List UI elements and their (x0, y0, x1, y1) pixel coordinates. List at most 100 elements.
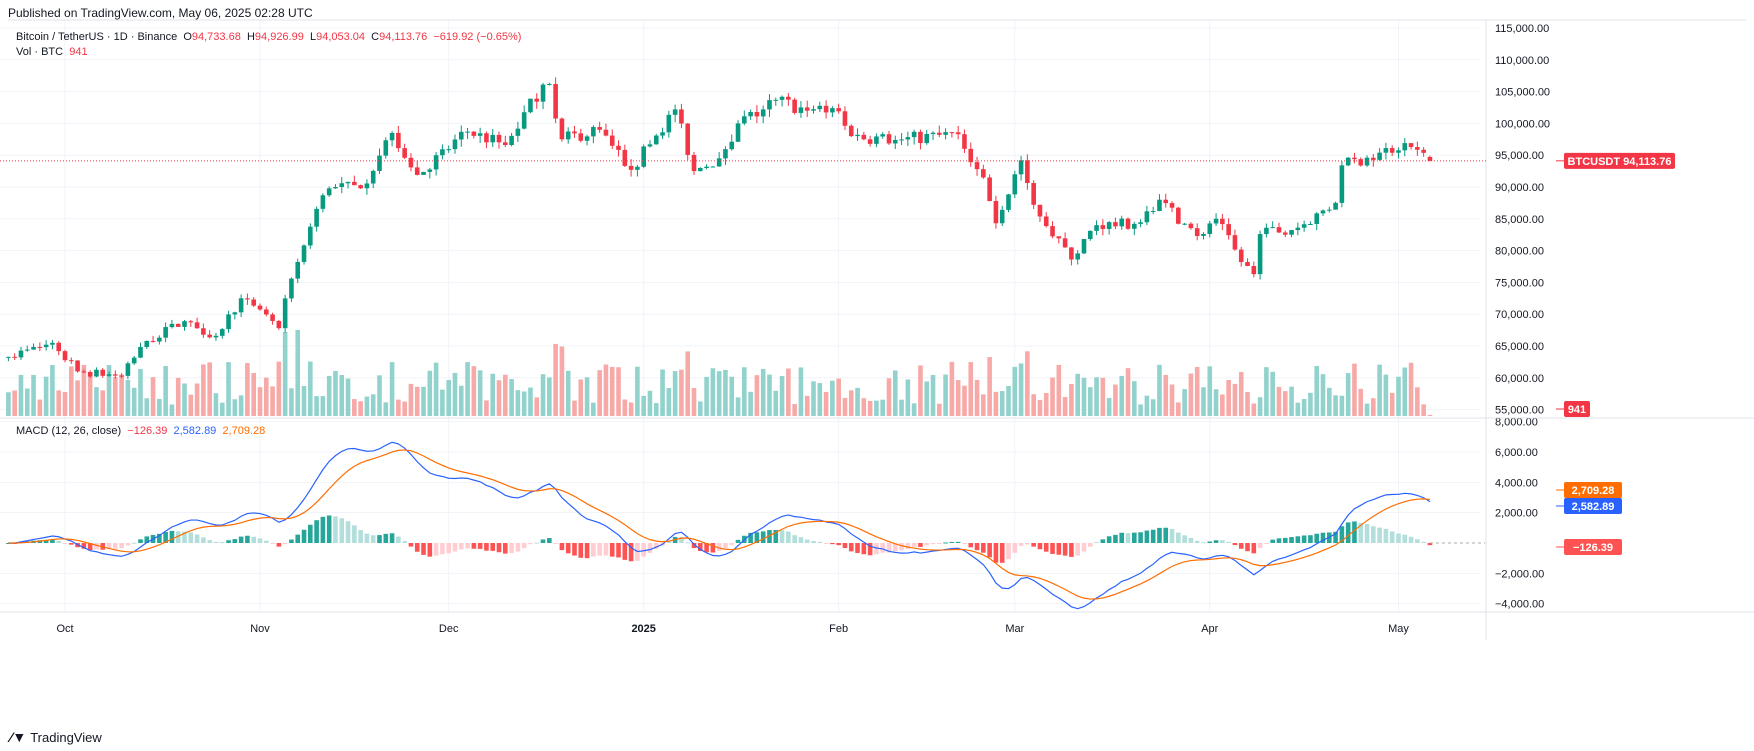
volume-bar (1201, 387, 1206, 416)
macd-histogram-bar (182, 531, 187, 543)
macd-histogram-bar (1301, 535, 1307, 543)
macd-histogram-bar (1025, 543, 1030, 545)
price-axis-label: 80,000.00 (1495, 246, 1544, 258)
tradingview-logo-icon: ⁄▼ (10, 729, 27, 745)
macd-histogram-bar (836, 543, 841, 546)
candle-body (314, 208, 319, 227)
candle-body (106, 374, 112, 376)
macd-histogram-bar (540, 539, 546, 543)
volume-bar (1352, 363, 1357, 416)
macd-histogram-bar (754, 532, 760, 543)
candle-body (326, 188, 332, 196)
macd-histogram-bar (861, 543, 867, 555)
candle-body (943, 132, 948, 135)
candle-body (270, 314, 275, 321)
macd-histogram-bar (245, 535, 250, 543)
volume-bar (320, 396, 326, 416)
candle-body (320, 195, 326, 209)
macd-histogram-bar (452, 543, 458, 552)
macd-signal-tag: 2,709.28 (1572, 485, 1615, 497)
candle-body (509, 135, 514, 146)
candle-body (414, 167, 420, 175)
macd-histogram-bar (1069, 543, 1074, 557)
macd-histogram-bar (232, 539, 238, 543)
macd-label[interactable]: MACD (12, 26, close) (16, 425, 122, 437)
volume-bar (106, 365, 112, 416)
volume-bar (427, 370, 433, 416)
volume-bar (263, 377, 269, 416)
macd-histogram-bar (87, 543, 93, 551)
volume-bar (458, 385, 464, 416)
macd-histogram-bar (276, 543, 282, 547)
candle-body (729, 141, 735, 150)
volume-bar (383, 402, 389, 416)
volume-bar (1075, 373, 1080, 416)
volume-bar (24, 388, 30, 416)
symbol-title[interactable]: Bitcoin / TetherUS · 1D · Binance (16, 31, 178, 43)
macd-histogram-bar (697, 543, 703, 552)
macd-histogram-bar (760, 531, 766, 543)
macd-histogram-bar (175, 531, 181, 543)
volume-bar (440, 389, 445, 416)
candle-body (207, 334, 212, 338)
volume-bar (1031, 394, 1036, 416)
macd-histogram-bar (201, 537, 206, 543)
macd-histogram-bar (528, 543, 533, 545)
candle-body (786, 96, 791, 100)
volume-bar (1358, 388, 1364, 416)
volume-bar (238, 395, 244, 416)
volume-bar (1069, 384, 1074, 416)
last-price-tag: BTCUSDT 94,113.76 (1568, 156, 1672, 168)
candle-body (1176, 207, 1181, 224)
macd-axis-label: 6,000.00 (1495, 447, 1538, 459)
volume-bar (1270, 371, 1275, 416)
macd-histogram-bar (408, 543, 414, 547)
candle-body (521, 112, 527, 129)
macd-histogram-bar (962, 543, 967, 545)
candle-body (1163, 199, 1169, 204)
macd-histogram-bar (1421, 541, 1426, 543)
candle-body (1314, 213, 1320, 224)
price-axis-label: 85,000.00 (1495, 214, 1544, 226)
candle-body (987, 177, 992, 202)
volume-bar (842, 397, 848, 416)
macd-histogram-bar (565, 543, 571, 554)
macd-histogram-bar (1176, 532, 1181, 543)
macd-axis-label: −2,000.00 (1495, 568, 1544, 580)
macd-histogram-bar (1138, 532, 1143, 543)
volume-bar (968, 362, 974, 416)
candle-body (490, 134, 496, 143)
volume-bar (1383, 374, 1389, 416)
volume-bar (874, 400, 879, 416)
macd-histogram-bar (911, 543, 917, 547)
volume-bar (62, 392, 68, 416)
volume-bar (528, 387, 533, 416)
candle-body (748, 111, 753, 117)
candle-body (635, 166, 640, 170)
volume-label[interactable]: Vol · BTC (16, 46, 64, 58)
macd-histogram-bar (194, 534, 200, 543)
macd-histogram-bar (1415, 539, 1420, 543)
candle-body (710, 166, 716, 168)
volume-bar (1396, 376, 1401, 416)
candle-body (1301, 224, 1307, 228)
macd-histogram-bar (509, 543, 514, 554)
macd-legend: MACD (12, 26, close) −126.39 2,582.89 2,… (16, 425, 265, 437)
volume-bar (113, 377, 118, 416)
volume-bar (245, 363, 250, 416)
macd-histogram-bar (289, 539, 294, 543)
candle-body (477, 133, 483, 136)
candle-body (458, 131, 464, 140)
volume-bar (163, 366, 168, 416)
candle-body (1157, 199, 1162, 212)
tradingview-logo[interactable]: ⁄▼ TradingView (10, 729, 102, 745)
macd-histogram-bar (1094, 542, 1099, 544)
candle-body (584, 136, 590, 141)
macd-histogram-bar (219, 542, 225, 544)
volume-bar (396, 399, 401, 416)
candle-body (836, 108, 841, 112)
macd-histogram-bar (1169, 528, 1175, 543)
volume-bar (905, 379, 911, 416)
candle-body (716, 158, 722, 167)
